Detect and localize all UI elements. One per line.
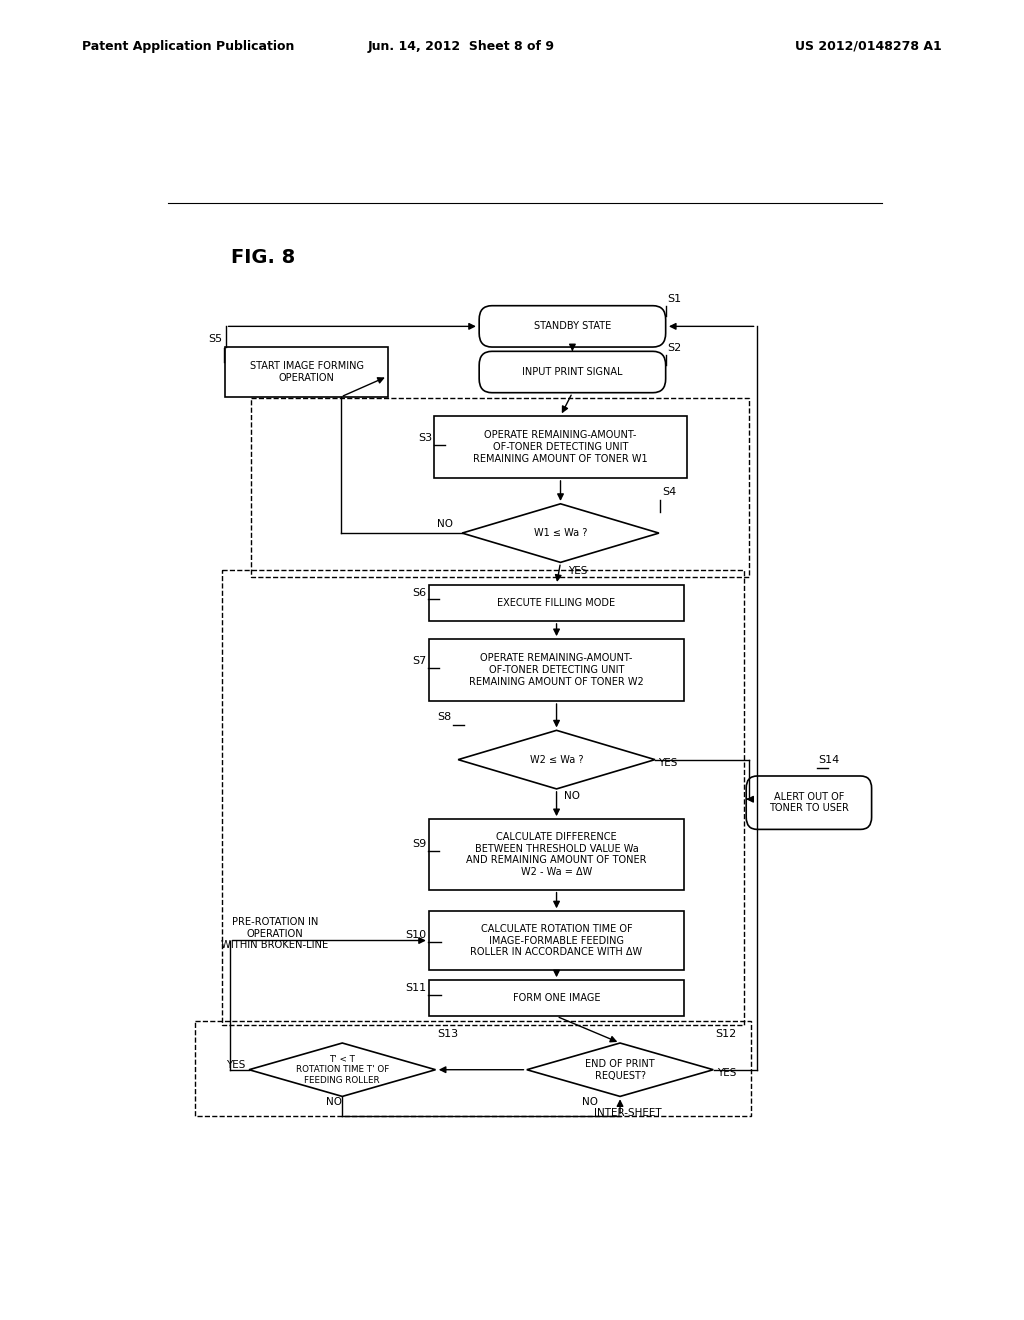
Text: S11: S11 (406, 983, 426, 993)
Text: INTER-SHEET: INTER-SHEET (594, 1107, 662, 1118)
Text: CALCULATE ROTATION TIME OF
IMAGE-FORMABLE FEEDING
ROLLER IN ACCORDANCE WITH ΔW: CALCULATE ROTATION TIME OF IMAGE-FORMABL… (470, 924, 643, 957)
Text: OPERATE REMAINING-AMOUNT-
OF-TONER DETECTING UNIT
REMAINING AMOUNT OF TONER W1: OPERATE REMAINING-AMOUNT- OF-TONER DETEC… (473, 430, 648, 463)
Text: NO: NO (437, 520, 454, 529)
Text: Patent Application Publication: Patent Application Publication (82, 40, 294, 53)
Text: OPERATE REMAINING-AMOUNT-
OF-TONER DETECTING UNIT
REMAINING AMOUNT OF TONER W2: OPERATE REMAINING-AMOUNT- OF-TONER DETEC… (469, 653, 644, 686)
Bar (429, 911, 684, 970)
Text: W2 ≤ Wa ?: W2 ≤ Wa ? (529, 755, 584, 764)
Text: S5: S5 (208, 334, 222, 345)
Text: S14: S14 (818, 755, 840, 764)
Text: YES: YES (717, 1068, 736, 1078)
Text: T' < T
ROTATION TIME T' OF
FEEDING ROLLER: T' < T ROTATION TIME T' OF FEEDING ROLLE… (296, 1055, 389, 1085)
Text: NO: NO (582, 1097, 598, 1107)
Bar (429, 639, 684, 701)
Text: NO: NO (564, 791, 581, 801)
Text: YES: YES (226, 1060, 246, 1071)
Bar (434, 416, 687, 478)
Text: W1 ≤ Wa ?: W1 ≤ Wa ? (534, 528, 587, 539)
Polygon shape (249, 1043, 435, 1097)
Text: INPUT PRINT SIGNAL: INPUT PRINT SIGNAL (522, 367, 623, 378)
Text: PRE-ROTATION IN
OPERATION
WITHIN BROKEN-LINE: PRE-ROTATION IN OPERATION WITHIN BROKEN-… (221, 917, 329, 950)
Text: YES: YES (568, 566, 588, 576)
Bar (429, 981, 684, 1016)
Bar (196, 1022, 751, 1117)
Text: Jun. 14, 2012  Sheet 8 of 9: Jun. 14, 2012 Sheet 8 of 9 (368, 40, 554, 53)
Text: FORM ONE IMAGE: FORM ONE IMAGE (513, 993, 600, 1003)
Bar (221, 570, 743, 1024)
Bar (225, 347, 388, 397)
Text: NO: NO (327, 1097, 342, 1107)
Polygon shape (458, 730, 655, 789)
FancyBboxPatch shape (479, 351, 666, 392)
Text: END OF PRINT
REQUEST?: END OF PRINT REQUEST? (586, 1059, 654, 1081)
Polygon shape (462, 504, 658, 562)
Text: FIG. 8: FIG. 8 (231, 248, 295, 267)
Text: EXECUTE FILLING MODE: EXECUTE FILLING MODE (498, 598, 615, 607)
Text: STANDBY STATE: STANDBY STATE (534, 321, 611, 331)
FancyBboxPatch shape (479, 306, 666, 347)
Text: S1: S1 (668, 294, 682, 304)
FancyBboxPatch shape (746, 776, 871, 829)
Text: S6: S6 (413, 587, 426, 598)
Bar (251, 397, 750, 577)
Text: US 2012/0148278 A1: US 2012/0148278 A1 (796, 40, 942, 53)
Bar (429, 585, 684, 620)
Text: YES: YES (658, 758, 678, 768)
Text: CALCULATE DIFFERENCE
BETWEEN THRESHOLD VALUE Wa
AND REMAINING AMOUNT OF TONER
W2: CALCULATE DIFFERENCE BETWEEN THRESHOLD V… (466, 832, 647, 876)
Text: S3: S3 (418, 433, 432, 444)
Text: S10: S10 (406, 931, 426, 940)
Bar (429, 818, 684, 890)
Text: S4: S4 (663, 487, 676, 496)
Text: S2: S2 (668, 343, 682, 352)
Text: S7: S7 (412, 656, 426, 667)
Text: S9: S9 (412, 840, 426, 849)
Text: S12: S12 (715, 1028, 736, 1039)
Text: ALERT OUT OF
TONER TO USER: ALERT OUT OF TONER TO USER (769, 792, 849, 813)
Text: S8: S8 (437, 711, 452, 722)
Text: S13: S13 (437, 1028, 459, 1039)
Text: START IMAGE FORMING
OPERATION: START IMAGE FORMING OPERATION (250, 362, 364, 383)
Polygon shape (526, 1043, 714, 1097)
